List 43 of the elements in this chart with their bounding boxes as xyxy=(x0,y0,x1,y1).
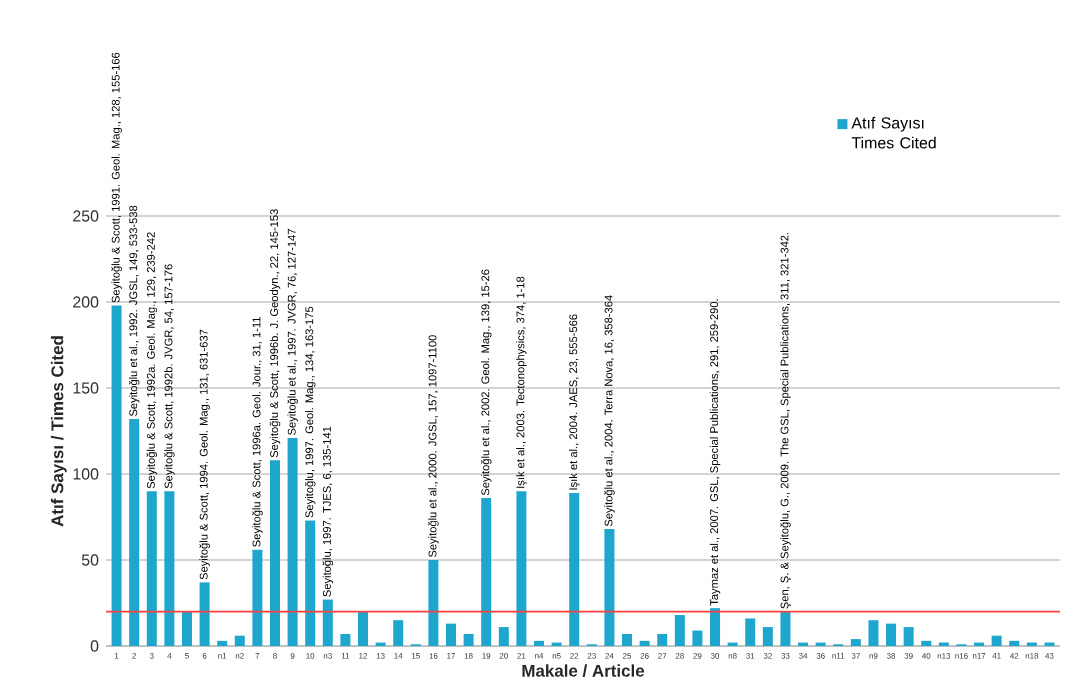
bar xyxy=(903,627,914,646)
bar xyxy=(692,630,703,646)
bar xyxy=(199,582,210,646)
bar xyxy=(252,549,263,646)
bar xyxy=(393,620,404,646)
bar xyxy=(428,560,439,646)
bar xyxy=(269,460,280,646)
bar xyxy=(921,640,932,646)
bar xyxy=(991,635,1002,646)
bar xyxy=(534,640,545,646)
bar xyxy=(710,608,721,646)
bar xyxy=(886,623,897,646)
bar xyxy=(569,492,580,646)
bar xyxy=(604,529,615,646)
bar xyxy=(1009,640,1020,646)
bar xyxy=(850,639,861,646)
bar xyxy=(129,418,140,646)
bar xyxy=(446,623,456,646)
bar xyxy=(146,491,157,646)
bar xyxy=(340,633,351,646)
bar xyxy=(164,491,175,646)
bar xyxy=(657,633,668,646)
bar xyxy=(622,633,633,646)
bar xyxy=(217,640,228,646)
bar xyxy=(111,305,122,646)
bar xyxy=(516,491,527,646)
bar xyxy=(463,633,474,646)
bar xyxy=(481,498,492,646)
bar xyxy=(498,627,509,646)
bar xyxy=(305,520,316,646)
bar xyxy=(868,620,879,646)
bar xyxy=(762,627,773,646)
bar xyxy=(287,437,298,646)
bar xyxy=(639,640,650,646)
y-axis-title: Atıf Sayısı / Times Cited xyxy=(50,336,67,527)
bar xyxy=(322,599,333,646)
bar xyxy=(357,611,368,646)
bar xyxy=(780,611,791,646)
bar xyxy=(181,611,192,646)
bar xyxy=(234,635,245,646)
bar xyxy=(745,618,756,646)
x-axis-title: Makale / Article xyxy=(522,664,645,677)
bar xyxy=(674,615,685,646)
